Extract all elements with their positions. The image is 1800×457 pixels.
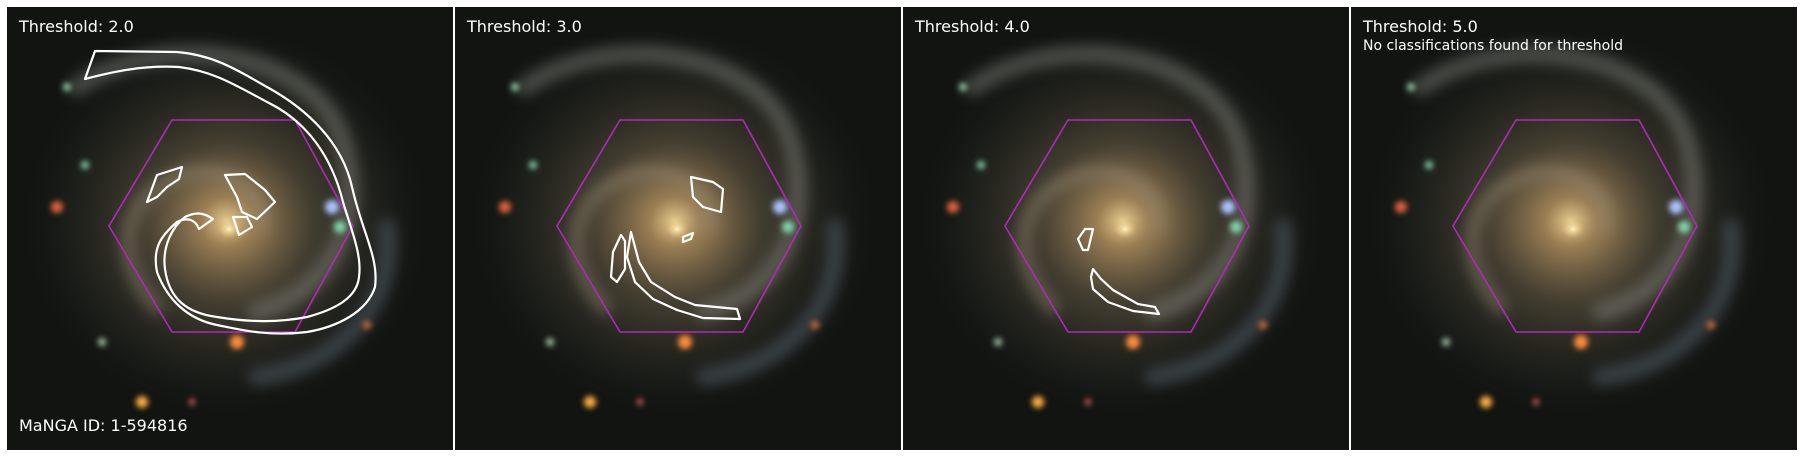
galaxy-image [7,7,453,450]
manga-id-label: MaNGA ID: 1-594816 [19,416,188,435]
galaxy-image [903,7,1349,450]
galaxy-image [455,7,901,450]
galaxy-image [1351,7,1797,450]
threshold-label: Threshold: 2.0 [19,17,134,36]
panel-threshold-2: Threshold: 2.0 MaNGA ID: 1-594816 [7,7,453,450]
panel-threshold-4: Threshold: 4.0 [903,7,1349,450]
threshold-label: Threshold: 5.0 [1363,17,1478,36]
panel-threshold-3: Threshold: 3.0 [455,7,901,450]
threshold-label: Threshold: 3.0 [467,17,582,36]
panel-threshold-5: Threshold: 5.0 No classifications found … [1351,7,1797,450]
no-classifications-note: No classifications found for threshold [1363,38,1623,54]
threshold-label: Threshold: 4.0 [915,17,1030,36]
